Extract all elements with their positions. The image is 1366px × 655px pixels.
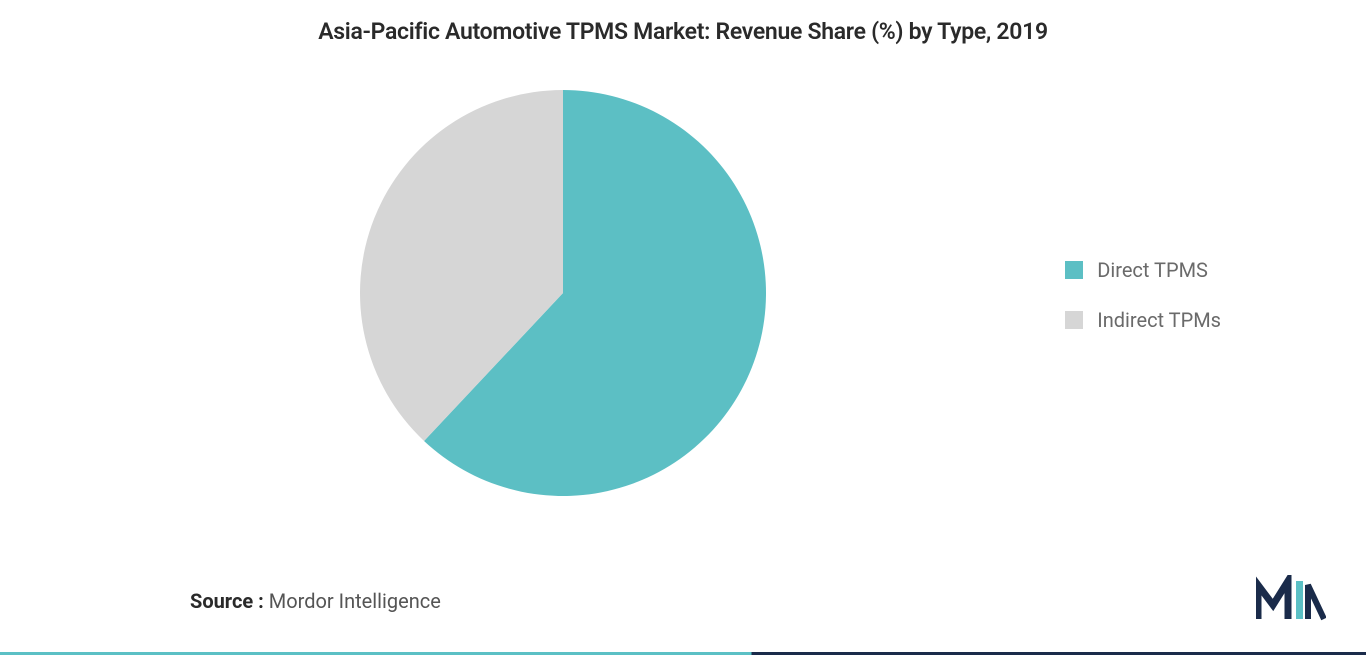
legend-label: Direct TPMS	[1097, 258, 1208, 282]
chart-title: Asia-Pacific Automotive TPMS Market: Rev…	[0, 18, 1366, 45]
legend-item: Indirect TPMs	[1065, 308, 1221, 332]
legend-swatch-icon	[1065, 261, 1083, 279]
chart-container: Asia-Pacific Automotive TPMS Market: Rev…	[0, 0, 1366, 655]
source-value: Mordor Intelligence	[269, 589, 441, 613]
source-label: Source :	[190, 589, 264, 613]
legend-swatch-icon	[1065, 311, 1083, 329]
legend-item: Direct TPMS	[1065, 258, 1221, 282]
source-attribution: Source : Mordor Intelligence	[190, 589, 441, 613]
legend-label: Indirect TPMs	[1097, 308, 1221, 332]
mordor-logo-icon	[1256, 575, 1326, 627]
pie-chart	[360, 90, 766, 500]
chart-legend: Direct TPMS Indirect TPMs	[1065, 232, 1221, 358]
chart-area: Direct TPMS Indirect TPMs	[0, 75, 1366, 515]
